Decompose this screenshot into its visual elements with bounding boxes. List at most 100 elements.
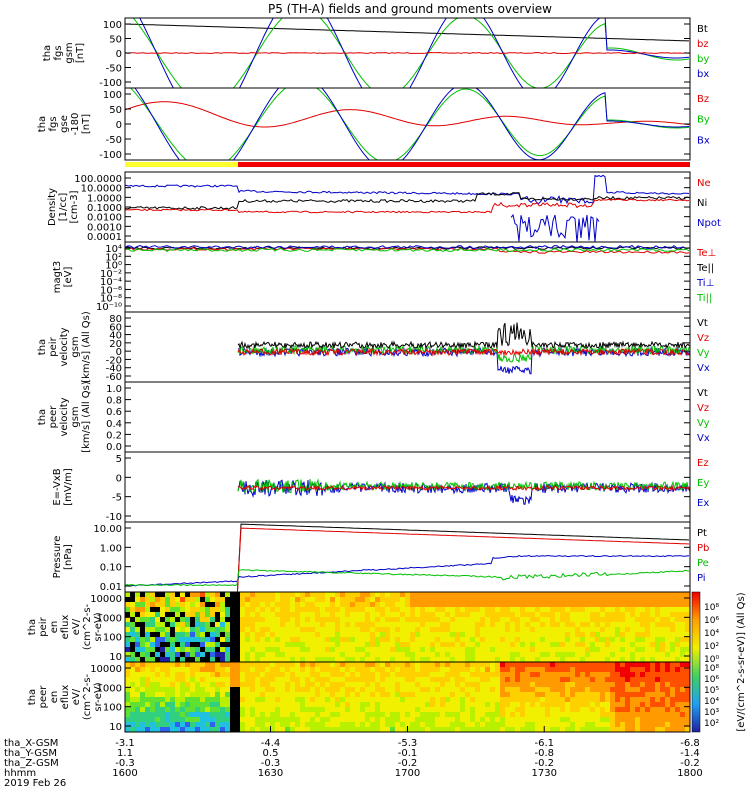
heatmap-cell [320, 702, 326, 708]
heatmap-cell [310, 712, 316, 718]
heatmap-cell [425, 597, 431, 603]
heatmap-cell [505, 652, 511, 658]
heatmap-cell [160, 607, 166, 613]
heatmap-cell [180, 712, 186, 718]
heatmap-cell [565, 607, 571, 613]
heatmap-cell [275, 692, 281, 698]
heatmap-cell [440, 652, 446, 658]
heatmap-cell [295, 717, 301, 723]
y-tick-label: 0.2 [106, 430, 122, 441]
heatmap-cell [330, 672, 336, 678]
heatmap-cell [345, 592, 351, 598]
heatmap-cell [130, 662, 136, 668]
heatmap-cell [545, 692, 551, 698]
heatmap-cell [365, 652, 371, 658]
heatmap-cell [285, 632, 291, 638]
heatmap-cell [125, 682, 131, 688]
heatmap-cell [585, 592, 591, 598]
heatmap-cell [445, 612, 451, 618]
heatmap-cell [655, 647, 661, 653]
heatmap-cell [580, 717, 586, 723]
heatmap-cell [160, 692, 166, 698]
heatmap-cell [615, 692, 621, 698]
heatmap-cell [320, 667, 326, 673]
heatmap-cell [270, 697, 276, 703]
heatmap-cell [170, 607, 176, 613]
heatmap-cell [585, 642, 591, 648]
heatmap-cell [465, 697, 471, 703]
heatmap-cell [195, 627, 201, 633]
heatmap-cell [570, 682, 576, 688]
heatmap-cell [195, 652, 201, 658]
heatmap-cell [515, 702, 521, 708]
heatmap-cell [200, 672, 206, 678]
y-axis-label: [eV] [63, 267, 74, 288]
heatmap-cell [340, 717, 346, 723]
heatmap-cell [610, 607, 616, 613]
heatmap-cell [475, 622, 481, 628]
heatmap-cell [480, 677, 486, 683]
heatmap-cell [570, 652, 576, 658]
heatmap-cell [405, 697, 411, 703]
heatmap-cell [570, 637, 576, 643]
heatmap-cell [450, 632, 456, 638]
heatmap-cell [490, 687, 496, 693]
heatmap-cell [655, 662, 661, 668]
heatmap-cell [650, 592, 656, 598]
heatmap-cell [240, 622, 246, 628]
legend-entry: Ti⊥ [696, 278, 714, 289]
heatmap-cell [355, 642, 361, 648]
heatmap-cell [650, 647, 656, 653]
heatmap-cell [210, 722, 216, 728]
heatmap-cell [480, 697, 486, 703]
heatmap-cell [215, 642, 221, 648]
heatmap-cell [495, 652, 501, 658]
heatmap-cell [460, 702, 466, 708]
heatmap-cell [545, 642, 551, 648]
heatmap-cell [125, 642, 131, 648]
heatmap-cell [625, 617, 631, 623]
heatmap-cell [335, 627, 341, 633]
heatmap-cell [200, 682, 206, 688]
heatmap-cell [545, 712, 551, 718]
heatmap-cell [585, 652, 591, 658]
heatmap-cell [550, 662, 556, 668]
heatmap-cell [430, 652, 436, 658]
heatmap-cell [565, 597, 571, 603]
heatmap-cell [415, 637, 421, 643]
heatmap-cell [580, 647, 586, 653]
heatmap-cell [355, 622, 361, 628]
heatmap-cell [500, 592, 506, 598]
heatmap-cell [500, 642, 506, 648]
heatmap-cell [330, 697, 336, 703]
heatmap-cell [635, 697, 641, 703]
heatmap-cell [310, 637, 316, 643]
heatmap-cell [575, 637, 581, 643]
heatmap-cell [170, 687, 176, 693]
heatmap-cell [220, 702, 226, 708]
heatmap-cell [390, 677, 396, 683]
heatmap-cell [235, 697, 241, 703]
heatmap-cell [390, 712, 396, 718]
heatmap-cell [360, 592, 366, 598]
heatmap-cell [605, 647, 611, 653]
heatmap-cell [605, 702, 611, 708]
heatmap-cell [400, 697, 406, 703]
heatmap-cell [345, 607, 351, 613]
heatmap-cell [550, 692, 556, 698]
heatmap-cell [155, 622, 161, 628]
heatmap-cell [310, 717, 316, 723]
heatmap-cell [510, 692, 516, 698]
heatmap-cell [225, 707, 231, 713]
heatmap-cell [435, 662, 441, 668]
heatmap-cell [465, 637, 471, 643]
heatmap-cell [325, 592, 331, 598]
heatmap-cell [395, 637, 401, 643]
heatmap-cell [165, 677, 171, 683]
heatmap-cell [315, 682, 321, 688]
heatmap-cell [300, 722, 306, 728]
heatmap-cell [180, 592, 186, 598]
heatmap-cell [315, 702, 321, 708]
heatmap-cell [580, 667, 586, 673]
heatmap-cell [465, 597, 471, 603]
